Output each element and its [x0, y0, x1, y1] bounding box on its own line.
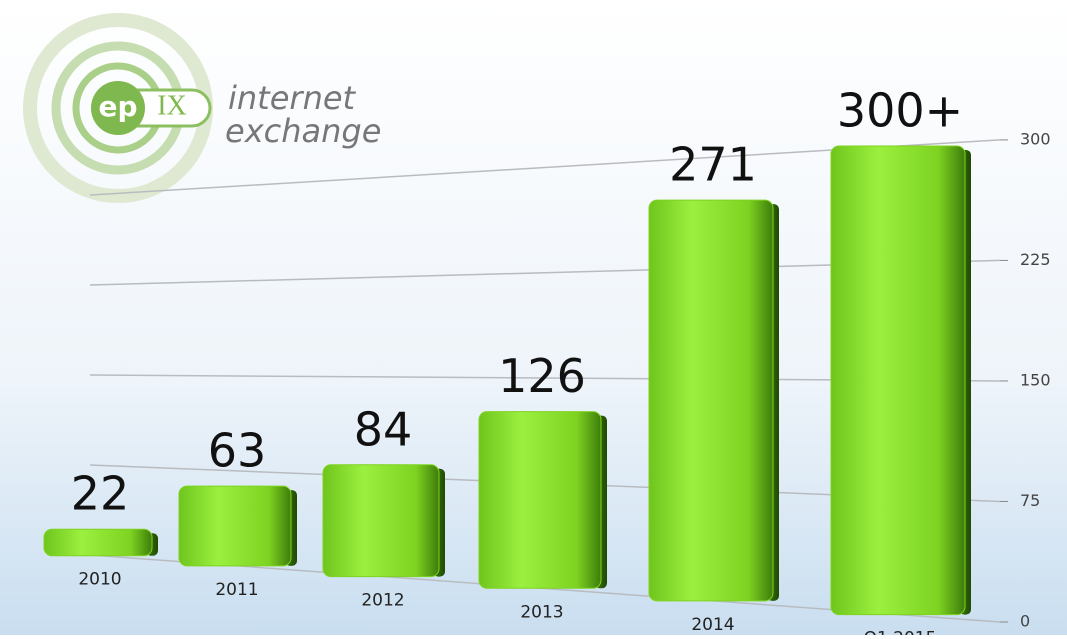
logo-text: exchange: [225, 112, 381, 150]
y-tick-label: 75: [1020, 491, 1040, 510]
x-tick-label: 2010: [78, 570, 121, 590]
value-label: 126: [498, 349, 586, 403]
value-label: 84: [354, 402, 413, 456]
bar: [322, 464, 440, 578]
logo: ep IX internet exchange: [23, 13, 381, 203]
y-tick-label: 150: [1020, 370, 1051, 389]
bar: [178, 485, 292, 567]
x-tick-label: 2012: [361, 591, 404, 611]
bar: [43, 528, 153, 557]
y-tick-label: 225: [1020, 250, 1051, 269]
x-tick-label: Q1 2015: [864, 629, 937, 635]
bar: [830, 145, 966, 616]
logo-ep: ep: [98, 90, 137, 123]
x-tick-label: 2014: [691, 615, 734, 635]
value-label: 271: [669, 138, 757, 192]
logo-badge: [91, 81, 145, 135]
value-label: 22: [71, 467, 130, 521]
x-tick-label: 2011: [215, 580, 258, 600]
value-label: 300+: [837, 83, 963, 137]
bar: [648, 199, 774, 602]
y-tick-label: 300: [1020, 129, 1051, 148]
logo-text: internet: [228, 79, 357, 117]
value-label: 63: [208, 424, 267, 478]
y-tick-label: 0: [1020, 612, 1030, 631]
x-tick-label: 2013: [520, 602, 563, 622]
bar: [478, 411, 602, 589]
logo-ix: IX: [157, 90, 187, 121]
